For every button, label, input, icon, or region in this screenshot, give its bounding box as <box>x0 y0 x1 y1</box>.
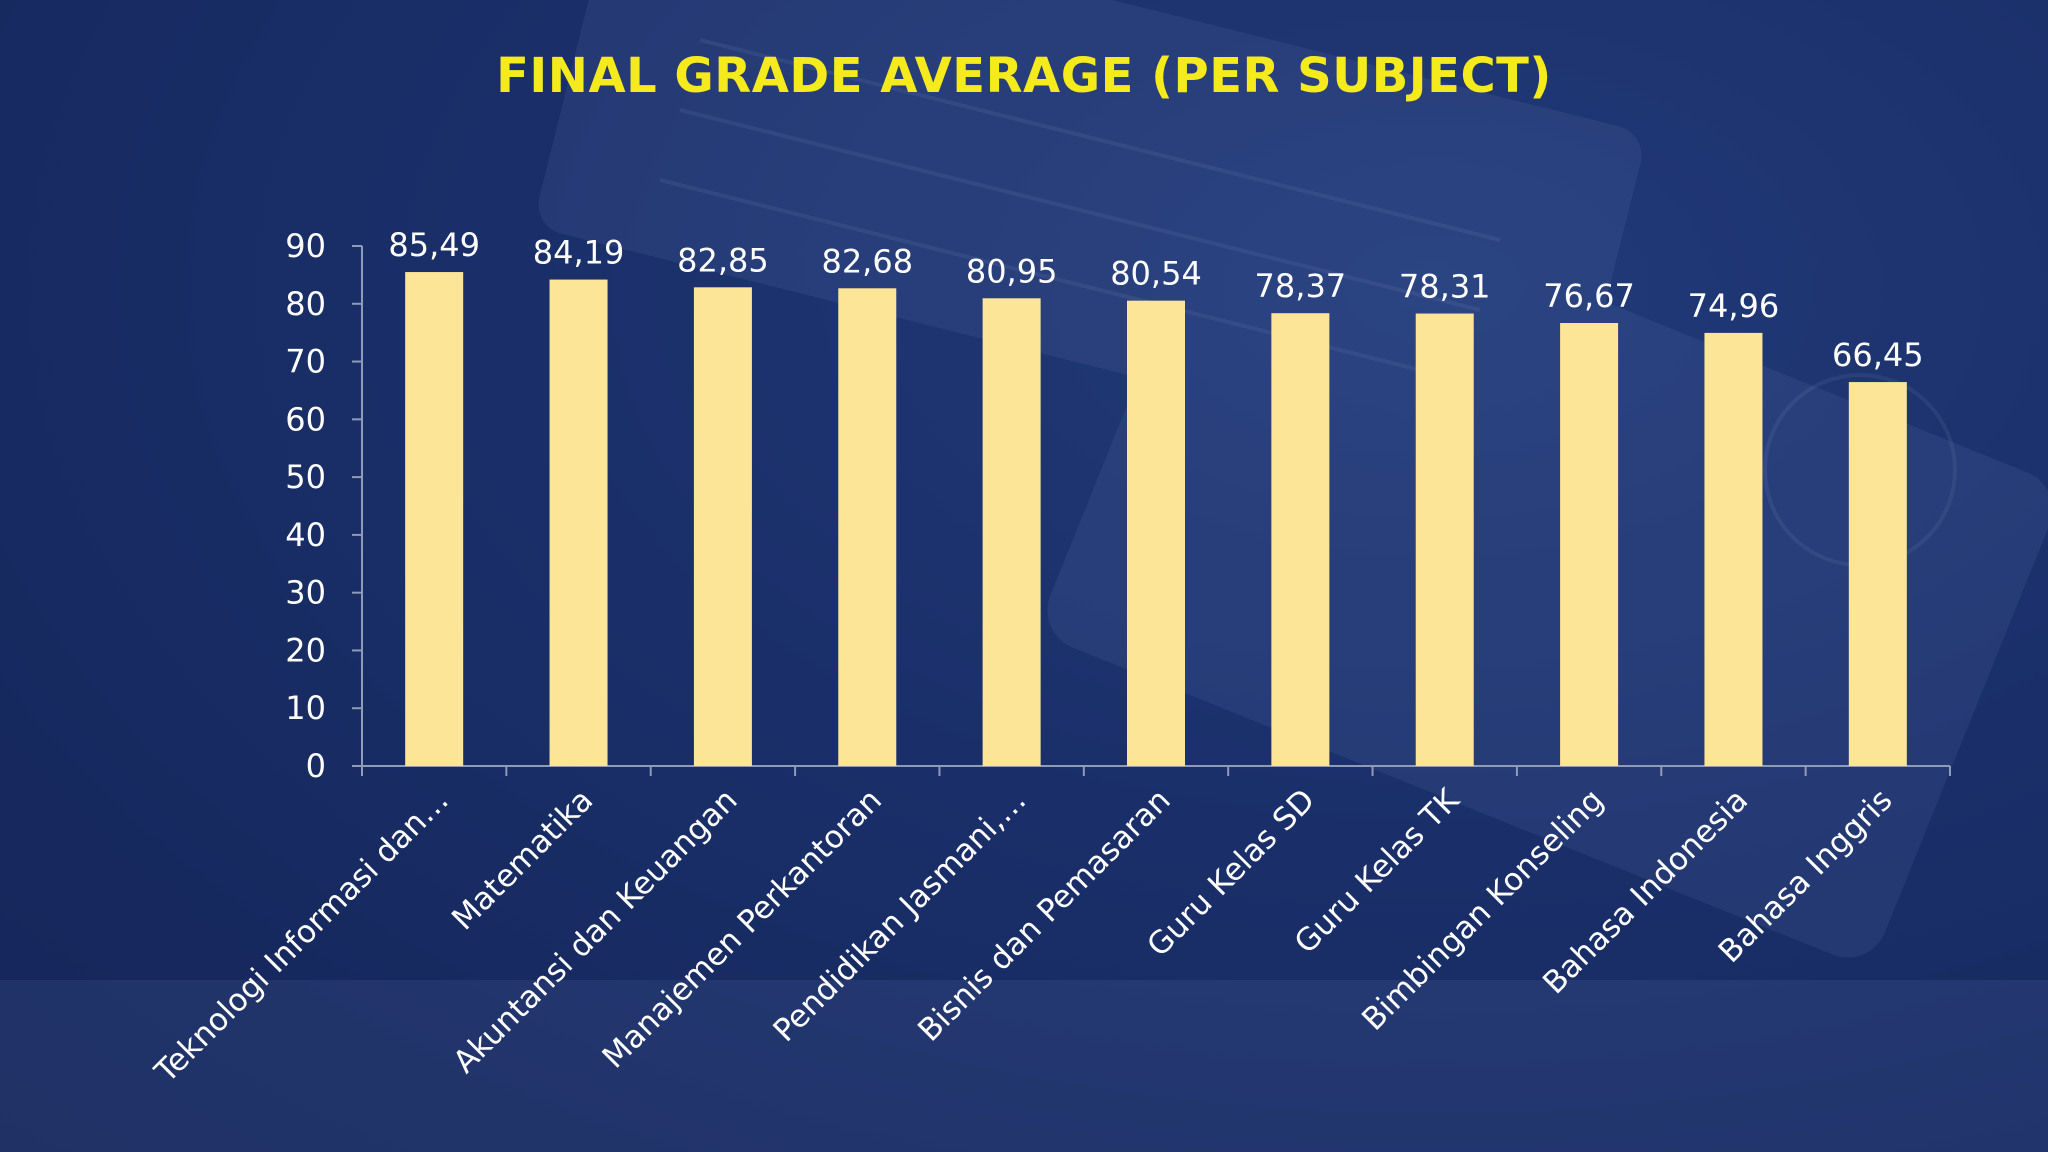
y-tick-label: 60 <box>285 400 326 438</box>
category-label-2: Matematika <box>445 782 600 937</box>
y-tick-label: 0 <box>306 747 326 785</box>
data-label-6: 80,54 <box>1110 255 1202 293</box>
y-tick-label: 50 <box>285 458 326 496</box>
data-label-2: 84,19 <box>533 234 625 272</box>
data-label-5: 80,95 <box>966 252 1058 290</box>
y-tick-label: 40 <box>285 516 326 554</box>
y-tick-label: 90 <box>285 227 326 265</box>
data-label-9: 76,67 <box>1543 277 1635 315</box>
category-label-6: Bisnis dan Pemasaran <box>911 782 1177 1048</box>
bar-8 <box>1415 313 1474 766</box>
y-tick-label: 10 <box>285 689 326 727</box>
bar-5 <box>982 298 1041 766</box>
data-label-10: 74,96 <box>1688 287 1780 325</box>
bar-6 <box>1127 300 1185 766</box>
chart-title: FINAL GRADE AVERAGE (PER SUBJECT) <box>496 48 1552 104</box>
data-label-8: 78,31 <box>1399 268 1491 306</box>
bar-11 <box>1848 382 1907 766</box>
data-label-11: 66,45 <box>1832 336 1924 374</box>
category-label-1: Teknologi Informasi dan… <box>148 782 456 1090</box>
data-label-3: 82,85 <box>677 241 769 279</box>
y-tick-label: 70 <box>285 343 326 381</box>
bar-9 <box>1560 323 1619 766</box>
data-label-7: 78,37 <box>1255 267 1347 305</box>
category-label-3: Akuntansi dan Keuangan <box>446 782 744 1080</box>
data-label-1: 85,49 <box>388 226 480 264</box>
category-label-5: Pendidikan Jasmani,… <box>766 782 1033 1049</box>
bar-4 <box>838 288 897 766</box>
category-label-9: Bimbingan Konseling <box>1355 782 1611 1038</box>
bar-1 <box>405 272 464 766</box>
bar-2 <box>549 279 608 766</box>
y-tick-label: 20 <box>285 631 326 669</box>
category-label-4: Manajemen Perkantoran <box>596 782 889 1075</box>
bar-10 <box>1704 332 1763 766</box>
y-tick-label: 30 <box>285 574 326 612</box>
bar-7 <box>1271 313 1330 766</box>
bar-3 <box>693 287 752 766</box>
data-label-4: 82,68 <box>821 242 913 280</box>
y-tick-label: 80 <box>285 285 326 323</box>
